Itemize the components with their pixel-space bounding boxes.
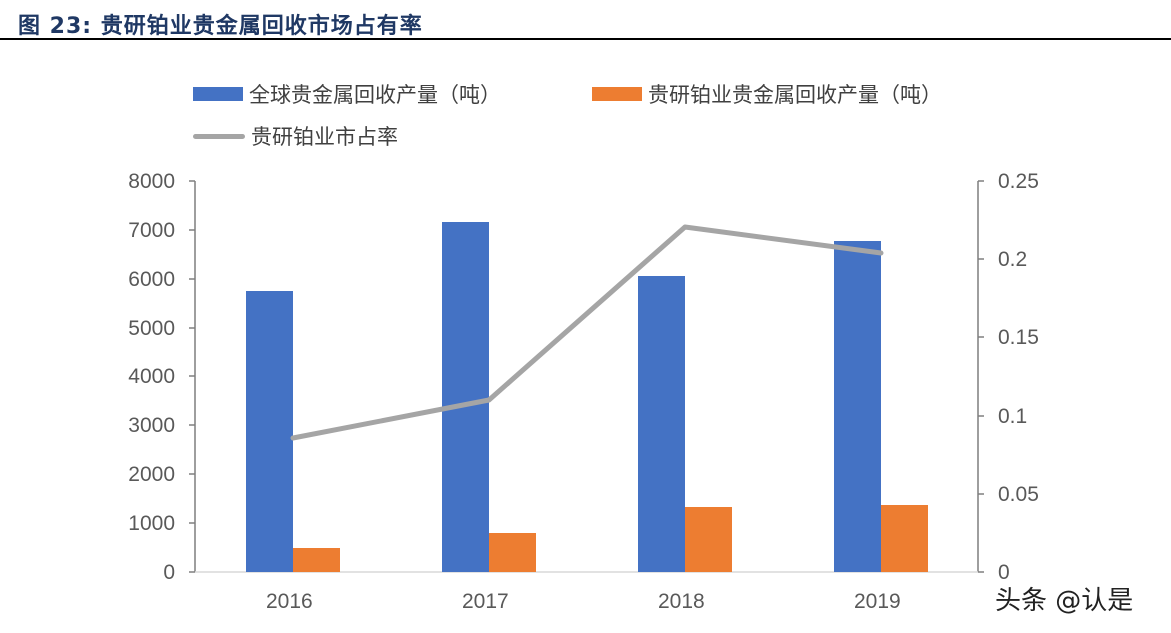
left-tick: 0 <box>163 561 175 584</box>
figure-title: 图 23: 贵研铂业贵金属回收市场占有率 <box>18 14 423 39</box>
legend-label: 贵研铂业贵金属回收产量（吨） <box>648 83 942 107</box>
right-tick: 0.2 <box>998 248 1028 271</box>
right-tick: 0.05 <box>998 483 1039 506</box>
left-tick: 8000 <box>128 170 175 193</box>
left-tick: 6000 <box>128 268 175 291</box>
left-tick: 4000 <box>128 365 175 388</box>
left-tick: 5000 <box>128 317 175 340</box>
x-tick: 2019 <box>854 590 901 613</box>
left-tick: 2000 <box>128 463 175 486</box>
legend-item-global: 全球贵金属回收产量（吨） <box>193 79 501 109</box>
left-tick: 7000 <box>128 219 175 242</box>
x-tick: 2016 <box>266 590 313 613</box>
right-tick: 0.25 <box>998 170 1039 193</box>
legend-label: 全球贵金属回收产量（吨） <box>249 83 501 107</box>
legend-swatch-orange <box>592 87 642 101</box>
legend-item-share: 贵研铂业市占率 <box>193 121 398 151</box>
right-tick: 0 <box>998 561 1010 584</box>
left-tick: 3000 <box>128 414 175 437</box>
right-tick: 0.1 <box>998 405 1028 428</box>
left-tick: 1000 <box>128 512 175 535</box>
x-tick: 2018 <box>658 590 705 613</box>
legend-swatch-line <box>193 133 245 139</box>
title-divider <box>0 38 1171 40</box>
legend-swatch-blue <box>193 87 243 101</box>
legend-item-company: 贵研铂业贵金属回收产量（吨） <box>592 79 942 109</box>
series-company-bars <box>293 505 928 572</box>
series-share-line <box>290 224 884 441</box>
series-global-bars <box>246 222 881 572</box>
x-tick: 2017 <box>462 590 509 613</box>
legend-label: 贵研铂业市占率 <box>251 125 398 149</box>
watermark: 头条 @认是 <box>995 586 1134 616</box>
right-tick: 0.15 <box>998 326 1039 349</box>
